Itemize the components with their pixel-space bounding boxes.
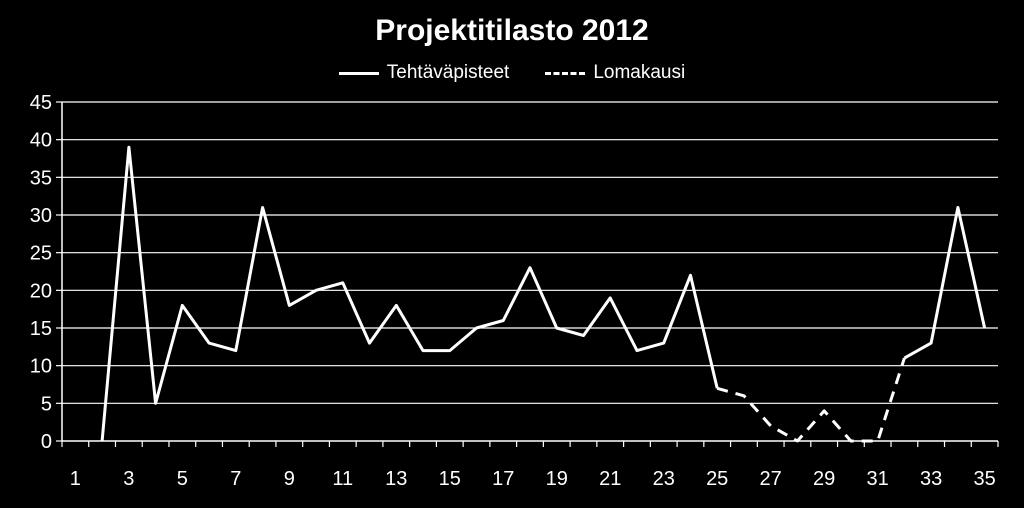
legend: Tehtäväpisteet Lomakausi [0,62,1024,84]
x-tick-label: 25 [706,468,728,490]
series-line-1-dashed [716,357,906,443]
legend-label-tehtavapisteet: Tehtäväpisteet [386,62,510,83]
x-tick-label: 5 [177,468,188,490]
legend-swatch-dashed [545,71,586,75]
legend-swatch-solid [338,71,379,75]
x-tick-label: 33 [920,468,942,490]
gridlines [56,101,998,442]
series-line-2-solid [903,206,987,360]
series-lines [100,145,987,443]
y-tick-label: 10 [30,356,52,378]
x-tick-label: 15 [439,468,461,490]
x-tick-label: 13 [385,468,407,490]
x-tick-label: 11 [332,468,353,490]
y-tick-label: 0 [41,431,52,453]
legend-entry-lomakausi: Lomakausi [545,62,685,84]
x-tick-label: 35 [974,468,996,490]
x-tick-label: 7 [230,468,241,490]
axes [61,102,999,447]
x-tick-label: 31 [867,468,889,490]
y-tick-label: 35 [30,167,52,189]
x-tick-label: 21 [599,468,621,490]
y-tick-label: 30 [30,205,52,227]
x-tick-labels: 1 3 5 7 9 11 13 15 17 19 21 23 25 27 29 31 33 35 [70,468,996,490]
series-line-0-solid [100,145,719,442]
y-tick-label: 5 [41,393,52,415]
y-tick-label: 15 [30,318,52,340]
legend-entry-tehtavapisteet: Tehtäväpisteet [338,62,510,84]
x-tick-label: 29 [813,468,835,490]
x-tick-label: 17 [492,468,514,490]
x-tick-label: 19 [546,468,568,490]
x-tick-label: 1 [70,468,81,490]
x-tick-label: 3 [123,468,134,490]
y-tick-label: 45 [30,92,52,114]
x-tick-label: 9 [284,468,295,490]
y-tick-label: 20 [30,280,52,302]
y-tick-label: 25 [30,243,52,265]
x-tick-label: 23 [653,468,675,490]
legend-label-lomakausi: Lomakausi [593,62,686,83]
chart-title: Projektitilasto 2012 [375,14,649,47]
x-tick-label: 27 [760,468,782,490]
y-tick-labels: 0 5 10 15 20 25 30 35 40 45 [30,92,52,453]
y-tick-label: 40 [30,130,52,152]
